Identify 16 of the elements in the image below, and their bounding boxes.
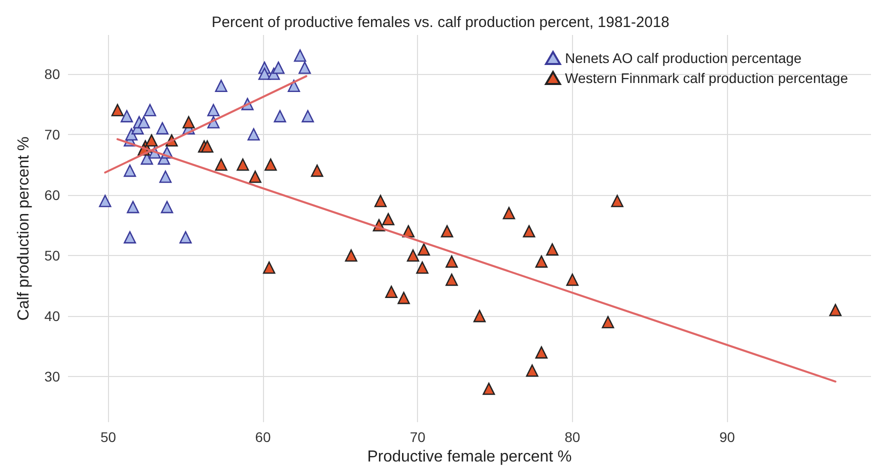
x-tick-label: 70 xyxy=(410,429,426,446)
legend-label: Nenets AO calf production percentage xyxy=(565,50,802,66)
y-tick-label: 80 xyxy=(44,66,60,82)
x-tick-label: 60 xyxy=(255,429,271,446)
x-axis-title: Productive female percent % xyxy=(367,448,572,466)
y-tick-label: 30 xyxy=(44,368,60,385)
y-tick-label: 60 xyxy=(44,186,60,203)
x-tick-label: 80 xyxy=(564,429,580,446)
y-axis-title: Calf production percent % xyxy=(16,136,32,321)
legend-label: Western Finnmark calf production percentage xyxy=(565,70,848,86)
y-tick-label: 50 xyxy=(44,248,60,264)
y-tick-label: 40 xyxy=(44,308,60,324)
x-tick-label: 90 xyxy=(719,429,736,446)
x-tick-label: 50 xyxy=(100,429,116,446)
chart-title: Percent of productive females vs. calf production percent, 1981-2018 xyxy=(212,14,670,31)
y-tick-label: 70 xyxy=(44,126,60,142)
